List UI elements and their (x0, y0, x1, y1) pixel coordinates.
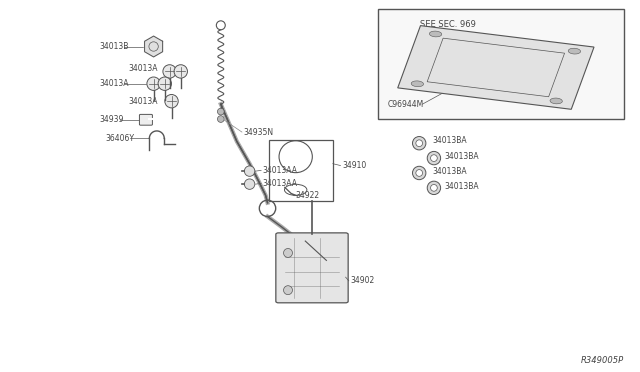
Ellipse shape (429, 31, 442, 37)
Bar (397, 26, 594, 109)
Ellipse shape (163, 65, 176, 78)
Ellipse shape (174, 65, 188, 78)
Text: C96944M: C96944M (387, 100, 424, 109)
Ellipse shape (416, 140, 422, 147)
Ellipse shape (284, 286, 292, 295)
Ellipse shape (165, 94, 178, 108)
Bar (378, 9, 624, 119)
Ellipse shape (413, 166, 426, 180)
FancyBboxPatch shape (140, 114, 152, 125)
Ellipse shape (284, 248, 292, 257)
Ellipse shape (218, 108, 224, 115)
Ellipse shape (147, 77, 160, 90)
Text: 34910: 34910 (342, 161, 367, 170)
Ellipse shape (550, 98, 563, 104)
Text: 34013BA: 34013BA (432, 136, 467, 145)
Text: 34922: 34922 (296, 191, 320, 200)
Ellipse shape (568, 48, 580, 54)
Ellipse shape (416, 170, 422, 176)
Text: 36406Y: 36406Y (106, 134, 134, 143)
Ellipse shape (244, 166, 255, 176)
Text: 34013AA: 34013AA (262, 179, 298, 188)
Ellipse shape (413, 137, 426, 150)
Text: 34013BA: 34013BA (432, 167, 467, 176)
Text: 34013BA: 34013BA (445, 152, 479, 161)
Polygon shape (145, 36, 163, 57)
Ellipse shape (158, 77, 172, 90)
Bar (427, 38, 564, 97)
Bar (269, 140, 333, 201)
Text: 34013AA: 34013AA (262, 166, 298, 175)
Text: 34013A: 34013A (99, 79, 129, 88)
Ellipse shape (428, 151, 440, 165)
Text: 34013A: 34013A (128, 97, 157, 106)
Text: 34939: 34939 (99, 115, 124, 124)
Ellipse shape (431, 185, 437, 191)
Text: R349005P: R349005P (581, 356, 624, 365)
Ellipse shape (428, 181, 440, 195)
Text: 34013B: 34013B (99, 42, 129, 51)
Text: SEE SEC. 969: SEE SEC. 969 (420, 20, 476, 29)
Ellipse shape (431, 155, 437, 161)
Ellipse shape (218, 116, 224, 122)
FancyBboxPatch shape (276, 233, 348, 303)
Ellipse shape (244, 179, 255, 189)
Ellipse shape (411, 81, 424, 87)
Text: 34013BA: 34013BA (445, 182, 479, 190)
Text: 34935N: 34935N (243, 128, 273, 137)
Text: 34013A: 34013A (128, 64, 157, 73)
Text: 34902: 34902 (351, 276, 375, 285)
